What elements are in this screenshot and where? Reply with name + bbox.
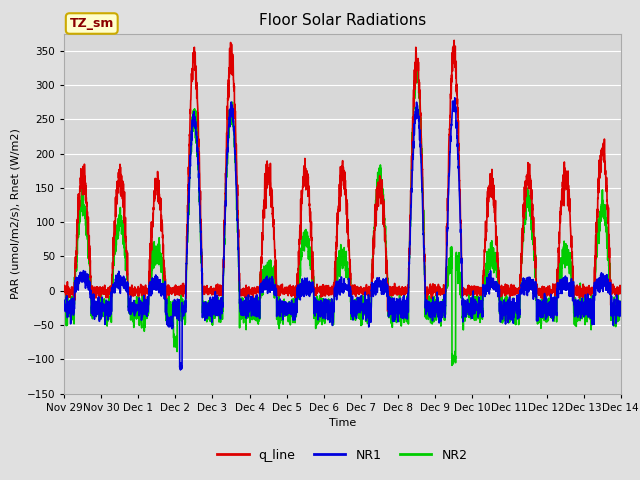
q_line bbox=[216, 287, 223, 293]
NR2 bbox=[397, 310, 404, 316]
NR2 bbox=[60, 315, 68, 321]
Text: TZ_sm: TZ_sm bbox=[70, 17, 114, 30]
q_line bbox=[60, 288, 68, 294]
Line: q_line: q_line bbox=[64, 40, 621, 311]
q_line bbox=[617, 284, 625, 290]
NR2 bbox=[617, 308, 625, 314]
q_line bbox=[564, 192, 572, 197]
NR1 bbox=[564, 283, 572, 288]
Y-axis label: PAR (umol/m2/s), Rnet (W/m2): PAR (umol/m2/s), Rnet (W/m2) bbox=[11, 128, 21, 299]
NR2 bbox=[406, 224, 414, 229]
q_line bbox=[179, 290, 187, 296]
NR1 bbox=[617, 299, 625, 304]
Legend: q_line, NR1, NR2: q_line, NR1, NR2 bbox=[212, 444, 472, 467]
q_line bbox=[384, 308, 392, 314]
NR2 bbox=[617, 301, 625, 307]
NR2 bbox=[412, 50, 420, 56]
NR2 bbox=[448, 362, 456, 368]
Line: NR1: NR1 bbox=[64, 98, 621, 370]
NR1 bbox=[617, 304, 625, 310]
NR1 bbox=[451, 95, 459, 101]
q_line bbox=[617, 288, 625, 293]
NR2 bbox=[216, 312, 223, 318]
NR1 bbox=[406, 217, 414, 223]
NR1 bbox=[216, 298, 223, 303]
q_line bbox=[406, 203, 414, 209]
NR1 bbox=[397, 307, 404, 312]
Title: Floor Solar Radiations: Floor Solar Radiations bbox=[259, 13, 426, 28]
NR1 bbox=[177, 367, 184, 373]
q_line bbox=[397, 289, 404, 295]
NR2 bbox=[564, 262, 572, 267]
X-axis label: Time: Time bbox=[329, 418, 356, 428]
NR1 bbox=[60, 305, 68, 311]
Line: NR2: NR2 bbox=[64, 53, 621, 365]
q_line bbox=[451, 37, 458, 43]
NR2 bbox=[179, 314, 187, 320]
NR1 bbox=[180, 308, 188, 314]
